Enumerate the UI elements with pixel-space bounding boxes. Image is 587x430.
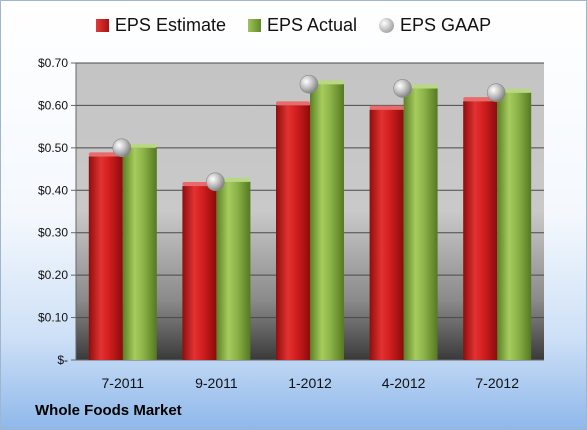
marker-eps-gaap <box>206 172 225 192</box>
bar-eps-estimate <box>369 109 404 361</box>
legend-item-eps-estimate: EPS Estimate <box>95 15 226 36</box>
bar-top-eps-actual <box>403 84 438 89</box>
legend-label-eps-actual: EPS Actual <box>266 15 358 35</box>
y-tick-label: $0.50 <box>38 141 68 155</box>
legend-label-eps-estimate: EPS Estimate <box>114 15 226 35</box>
legend-item-eps-actual: EPS Actual <box>247 15 358 36</box>
y-tick-label: $0.60 <box>38 98 68 112</box>
bar-eps-actual <box>403 88 438 360</box>
bar-eps-estimate <box>182 186 217 360</box>
y-tick-label: $0.10 <box>38 311 68 325</box>
legend-label-eps-gaap: EPS GAAP <box>400 15 492 35</box>
x-tick-label: 4-2012 <box>382 375 426 391</box>
legend-swatch-eps-gaap <box>379 18 395 33</box>
marker-eps-gaap <box>393 79 412 98</box>
y-tick-label: $0.20 <box>38 268 68 282</box>
bar-eps-estimate <box>276 105 310 360</box>
y-tick-label: $0.40 <box>38 183 68 197</box>
bar-top-eps-actual <box>122 143 157 148</box>
bar-eps-actual <box>122 147 157 360</box>
x-tick-label: 7-2012 <box>475 375 519 391</box>
legend: EPS Estimate EPS Actual EPS GAAP <box>1 15 586 36</box>
bar-eps-estimate <box>88 156 123 360</box>
bar-eps-actual <box>497 92 532 360</box>
legend-item-eps-gaap: EPS GAAP <box>379 15 491 36</box>
marker-eps-gaap <box>112 138 132 158</box>
company-name: Whole Foods Market <box>35 402 182 419</box>
x-tick-label: 7-2011 <box>102 375 145 391</box>
x-tick-label: 1-2012 <box>288 375 332 391</box>
y-tick-label: $0.30 <box>38 226 68 240</box>
bar-top-eps-estimate <box>369 105 404 110</box>
bar-top-eps-actual <box>310 80 344 85</box>
marker-eps-gaap <box>486 83 506 102</box>
bar-eps-actual <box>216 181 251 360</box>
y-tick-label: $- <box>57 353 68 367</box>
y-tick-label: $0.70 <box>38 56 68 70</box>
bar-top-eps-estimate <box>276 101 310 106</box>
bar-top-eps-actual <box>216 177 251 182</box>
bar-eps-estimate <box>463 101 498 360</box>
bar-eps-actual <box>310 84 344 360</box>
legend-swatch-eps-actual <box>247 19 261 32</box>
legend-swatch-eps-estimate <box>95 19 109 32</box>
x-tick-label: 9-2011 <box>195 375 238 391</box>
marker-eps-gaap <box>299 74 319 94</box>
bar-top-eps-actual <box>497 88 532 93</box>
